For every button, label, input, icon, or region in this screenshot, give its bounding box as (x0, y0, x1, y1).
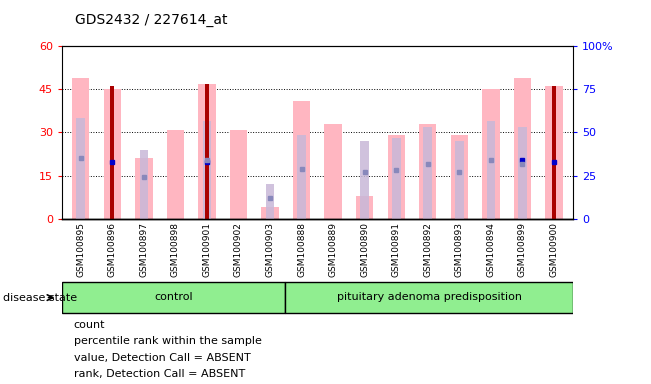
Text: GSM100894: GSM100894 (486, 222, 495, 277)
Text: GSM100901: GSM100901 (202, 222, 212, 277)
Bar (482, 89, 499, 219)
Text: percentile rank within the sample: percentile rank within the sample (74, 336, 262, 346)
Bar (514, 78, 531, 219)
Text: GSM100892: GSM100892 (423, 222, 432, 277)
Bar (104, 89, 121, 219)
Text: GSM100902: GSM100902 (234, 222, 243, 277)
Bar (298, 136, 306, 219)
Text: GSM100890: GSM100890 (360, 222, 369, 277)
Bar (455, 141, 464, 219)
Bar (266, 184, 274, 219)
Bar (261, 207, 279, 219)
Bar (167, 129, 184, 219)
Bar (423, 127, 432, 219)
Bar (199, 84, 215, 219)
Bar (361, 141, 369, 219)
Text: GSM100898: GSM100898 (171, 222, 180, 277)
Text: GSM100903: GSM100903 (266, 222, 275, 277)
Text: GSM100893: GSM100893 (455, 222, 464, 277)
Text: GSM100888: GSM100888 (297, 222, 306, 277)
Bar (62, 282, 285, 313)
Bar (205, 84, 209, 219)
Text: count: count (74, 320, 105, 330)
Bar (486, 121, 495, 219)
Text: pituitary adenoma predisposition: pituitary adenoma predisposition (337, 292, 521, 302)
Bar (552, 86, 556, 219)
Bar (356, 196, 374, 219)
Text: GSM100897: GSM100897 (139, 222, 148, 277)
Bar (202, 121, 212, 219)
Bar (139, 150, 148, 219)
Bar (230, 129, 247, 219)
Bar (76, 118, 85, 219)
Text: GSM100900: GSM100900 (549, 222, 559, 277)
Bar (72, 78, 89, 219)
Bar (450, 136, 468, 219)
Bar (135, 158, 152, 219)
Text: GSM100896: GSM100896 (108, 222, 117, 277)
Text: GDS2432 / 227614_at: GDS2432 / 227614_at (75, 13, 227, 27)
Text: GSM100889: GSM100889 (329, 222, 338, 277)
Bar (419, 124, 436, 219)
Bar (285, 282, 573, 313)
Text: GSM100895: GSM100895 (76, 222, 85, 277)
Bar (111, 86, 114, 219)
Bar (387, 136, 405, 219)
Bar (293, 101, 311, 219)
Text: disease state: disease state (3, 293, 77, 303)
Text: GSM100899: GSM100899 (518, 222, 527, 277)
Bar (392, 138, 400, 219)
Text: GSM100891: GSM100891 (392, 222, 401, 277)
Text: rank, Detection Call = ABSENT: rank, Detection Call = ABSENT (74, 369, 245, 379)
Text: control: control (154, 292, 193, 302)
Text: value, Detection Call = ABSENT: value, Detection Call = ABSENT (74, 353, 251, 362)
Bar (518, 127, 527, 219)
Bar (324, 124, 342, 219)
Bar (546, 86, 562, 219)
